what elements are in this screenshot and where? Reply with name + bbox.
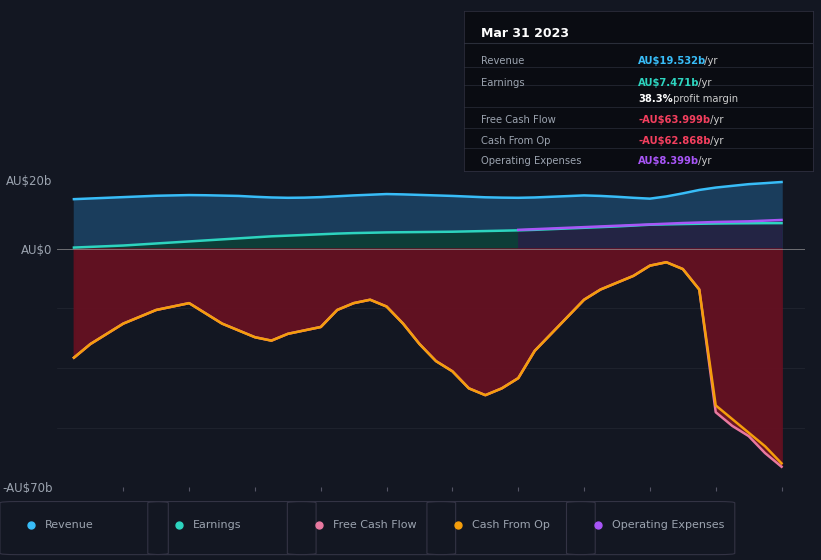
Text: Free Cash Flow: Free Cash Flow: [333, 520, 416, 530]
Text: -AU$63.999b: -AU$63.999b: [639, 115, 710, 125]
Text: Revenue: Revenue: [45, 520, 94, 530]
Text: Earnings: Earnings: [193, 520, 241, 530]
Text: AU$7.471b: AU$7.471b: [639, 78, 699, 88]
Text: Earnings: Earnings: [481, 78, 525, 88]
Text: AU$8.399b: AU$8.399b: [639, 156, 699, 166]
Text: Mar 31 2023: Mar 31 2023: [481, 27, 569, 40]
Text: Operating Expenses: Operating Expenses: [481, 156, 582, 166]
Text: Cash From Op: Cash From Op: [481, 136, 551, 146]
Text: /yr: /yr: [701, 56, 718, 66]
Text: /yr: /yr: [695, 156, 711, 166]
Text: -AU$62.868b: -AU$62.868b: [639, 136, 711, 146]
Text: Revenue: Revenue: [481, 56, 525, 66]
Text: AU$19.532b: AU$19.532b: [639, 56, 707, 66]
Text: /yr: /yr: [708, 136, 724, 146]
Text: Free Cash Flow: Free Cash Flow: [481, 115, 556, 125]
Text: Cash From Op: Cash From Op: [472, 520, 550, 530]
Text: Operating Expenses: Operating Expenses: [612, 520, 724, 530]
Text: profit margin: profit margin: [670, 94, 738, 104]
Text: 38.3%: 38.3%: [639, 94, 673, 104]
Text: /yr: /yr: [695, 78, 711, 88]
Text: /yr: /yr: [708, 115, 724, 125]
